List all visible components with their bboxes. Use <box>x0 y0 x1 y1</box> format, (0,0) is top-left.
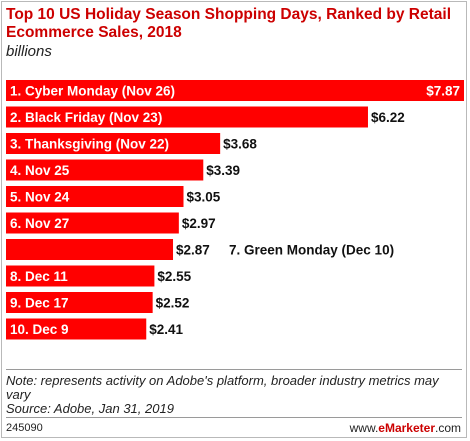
chart-title: Top 10 US Holiday Season Shopping Days, … <box>6 6 452 41</box>
bar <box>6 239 174 260</box>
category-label: 6. Nov 27 <box>10 216 69 231</box>
value-label: $2.97 <box>182 216 216 231</box>
bar <box>6 318 147 340</box>
url-brand: eMarketer <box>378 421 435 435</box>
bar <box>6 106 368 128</box>
value-label: $3.39 <box>206 163 240 178</box>
value-label: $6.22 <box>371 110 405 125</box>
category-label: 5. Nov 24 <box>10 190 70 205</box>
url-prefix: www. <box>349 421 379 435</box>
category-label: 3. Thanksgiving (Nov 22) <box>10 137 169 152</box>
note-text: Note: represents activity on Adobe's pla… <box>6 373 439 402</box>
value-label: $7.87 <box>426 84 460 99</box>
category-label: 2. Black Friday (Nov 23) <box>10 110 162 125</box>
url-suffix: .com <box>434 421 461 435</box>
category-label: 1. Cyber Monday (Nov 26) <box>10 84 175 99</box>
bar <box>6 265 155 287</box>
bar <box>6 133 221 154</box>
bar <box>6 159 204 181</box>
value-label: $2.55 <box>157 269 191 284</box>
note-block: Note: represents activity on Adobe's pla… <box>6 374 466 416</box>
chart-subtitle: billions <box>6 43 52 60</box>
divider-top <box>6 369 462 370</box>
value-label: $2.41 <box>149 322 183 337</box>
bar <box>6 80 464 101</box>
value-label: $3.68 <box>223 137 257 152</box>
source-text: Source: Adobe, Jan 31, 2019 <box>6 401 174 416</box>
value-label: $2.52 <box>156 296 190 311</box>
bar <box>6 212 179 234</box>
value-label: $2.87 <box>176 243 210 258</box>
bar-chart: $7.87 1. Cyber Monday (Nov 26) $6.22 2. Bla… <box>6 80 464 340</box>
source-url: www.eMarketer.com <box>350 421 461 435</box>
chart-id: 245090 <box>6 422 43 434</box>
category-label: 7. Green Monday (Dec 10) <box>229 243 394 258</box>
divider-bottom <box>6 417 462 418</box>
value-label: $3.05 <box>186 190 220 205</box>
category-label: 10. Dec 9 <box>10 322 69 337</box>
category-label: 9. Dec 17 <box>10 296 69 311</box>
bar <box>6 186 184 207</box>
bar <box>6 292 153 313</box>
category-label: 8. Dec 11 <box>10 269 68 284</box>
category-label: 4. Nov 25 <box>10 163 70 178</box>
